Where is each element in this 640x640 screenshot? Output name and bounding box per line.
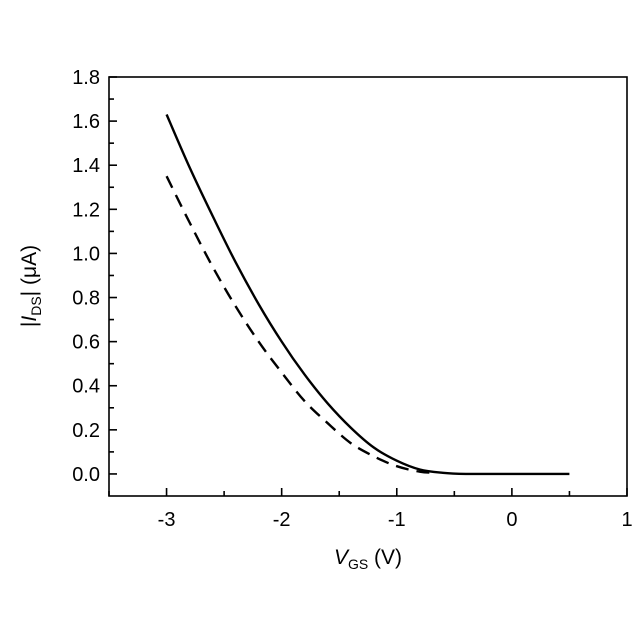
y-tick-label: 0.4 xyxy=(72,376,100,398)
y-tick-label: 1.2 xyxy=(72,199,100,221)
series-layer xyxy=(167,115,570,474)
y-tick-label: 1.0 xyxy=(72,243,100,265)
y-tick-label: 1.8 xyxy=(72,67,100,89)
y-tick-label: 0.0 xyxy=(72,464,100,486)
y-axis-label: |IDS| (μA) xyxy=(18,245,44,327)
y-tick-label: 0.2 xyxy=(72,420,100,442)
x-tick-label: 1 xyxy=(621,509,632,531)
plot-frame xyxy=(109,77,627,496)
x-tick-label: -1 xyxy=(388,509,406,531)
x-axis-label: VGS (V) xyxy=(334,546,402,572)
y-tick-label: 0.6 xyxy=(72,332,100,354)
y-tick-label: 1.6 xyxy=(72,111,100,133)
series-line-dashed xyxy=(167,176,438,473)
axis-ticks: -3 -2 -1 0 1 0.0 0.2 0.4 0.6 0.8 1.0 1.2 1.4 1.6 1.8 xyxy=(72,67,632,531)
x-tick-label: -2 xyxy=(273,509,291,531)
x-tick-label: 0 xyxy=(506,509,517,531)
x-tick-label: -3 xyxy=(158,509,176,531)
y-tick-label: 0.8 xyxy=(72,288,100,310)
y-tick-label: 1.4 xyxy=(72,155,100,177)
